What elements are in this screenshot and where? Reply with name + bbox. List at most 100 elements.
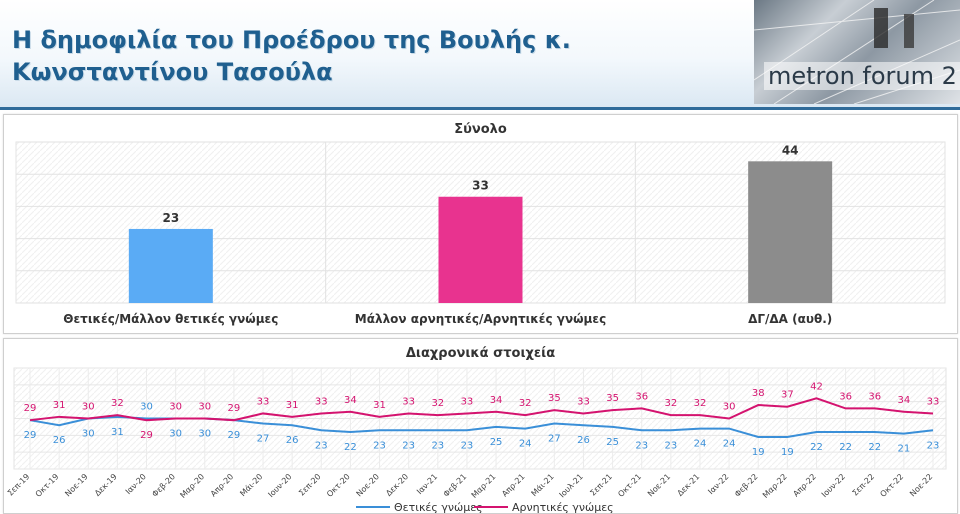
tick-label: Σεπ-19 xyxy=(6,472,32,498)
bar-chart: 23 Θετικές/Μάλλον θετικές γνώμες 33 Μάλλον … xyxy=(15,141,946,326)
line-chart-title: Διαχρονικά στοιχεία xyxy=(405,346,556,361)
data-label: 27 xyxy=(548,434,561,445)
tick-label: Οκτ-21 xyxy=(616,472,643,499)
line-chart: 29 26 30 31 30 30 30 29 27 26 23 22 23 23 23 23 25 24 27 26… xyxy=(6,367,947,513)
tick-label: Μαρ-22 xyxy=(761,472,789,500)
data-label: 30 xyxy=(140,402,153,413)
data-label: 30 xyxy=(198,429,211,440)
tick-label: Μάι-21 xyxy=(530,472,556,498)
brand-name: metron forum 2 xyxy=(764,62,960,90)
data-label: 33 xyxy=(927,396,940,407)
tick-label: Ιαν-22 xyxy=(706,472,730,496)
tick-label: Οκτ-22 xyxy=(878,472,905,499)
data-label: 22 xyxy=(868,442,881,453)
data-label: 36 xyxy=(868,391,881,402)
tick-label: Φεβ-22 xyxy=(733,472,760,499)
data-label: 26 xyxy=(577,435,590,446)
data-label: 35 xyxy=(606,393,619,404)
data-label: 23 xyxy=(373,440,386,451)
category-label: Θετικές/Μάλλον θετικές γνώμες xyxy=(63,312,278,326)
data-label: 30 xyxy=(82,429,95,440)
tick-label: Ιαν-20 xyxy=(124,472,148,496)
tick-label: Οκτ-20 xyxy=(325,472,352,499)
category-label: ΔΓ/ΔΑ (αυθ.) xyxy=(748,312,832,326)
tick-label: Νοε-20 xyxy=(355,472,381,498)
data-label: 32 xyxy=(519,398,532,409)
data-label: 19 xyxy=(752,447,765,458)
data-label: 27 xyxy=(257,434,270,445)
tick-label: Φεβ-20 xyxy=(150,472,177,499)
legend-label: Αρνητικές γνώμες xyxy=(512,501,614,513)
data-label: 31 xyxy=(53,400,66,411)
data-label: 32 xyxy=(111,398,124,409)
tick-label: Οκτ-19 xyxy=(34,472,61,499)
tick-label: Δεκ-21 xyxy=(676,472,702,498)
data-label: 23 xyxy=(461,440,474,451)
data-label: 36 xyxy=(635,391,648,402)
data-label: 26 xyxy=(53,435,66,446)
tick-label: Δεκ-19 xyxy=(93,472,119,498)
data-label: 31 xyxy=(286,400,299,411)
bar-chart-panel: Σύνολο 23 Θετικές/Μάλλον θετικές γνώμες 33… xyxy=(3,114,958,334)
tick-label: Ιουν-20 xyxy=(266,472,293,499)
data-label: 37 xyxy=(781,390,794,401)
data-label: 34 xyxy=(344,395,357,406)
data-label: 29 xyxy=(228,403,241,414)
data-label: 23 xyxy=(927,440,940,451)
data-label: 23 xyxy=(664,440,677,451)
data-label: 36 xyxy=(839,391,852,402)
tick-label: Μάι-20 xyxy=(238,472,264,498)
data-label: 30 xyxy=(198,402,211,413)
data-label: 23 xyxy=(635,440,648,451)
data-label: 31 xyxy=(373,400,386,411)
tick-label: Απρ-20 xyxy=(209,472,235,498)
tick-label: Νοε-19 xyxy=(63,472,89,498)
data-label: 22 xyxy=(810,442,823,453)
legend-label: Θετικές γνώμες xyxy=(394,501,483,513)
tick-label: Σεπ-22 xyxy=(851,472,877,498)
data-label: 38 xyxy=(752,388,765,399)
data-label: 34 xyxy=(898,395,911,406)
brand-logo: metron forum 2 xyxy=(754,0,960,104)
tick-label: Ιουλ-21 xyxy=(558,472,585,499)
data-label: 29 xyxy=(140,430,153,441)
data-label: 33 xyxy=(577,396,590,407)
header: Η δημοφιλία του Προέδρου της Βουλής κ. Κ… xyxy=(0,0,960,110)
data-label: 23 xyxy=(162,211,179,225)
data-label: 44 xyxy=(782,143,799,157)
bar-chart-title: Σύνολο xyxy=(454,122,507,137)
data-label: 34 xyxy=(490,395,503,406)
data-label: 24 xyxy=(723,439,736,450)
data-label: 30 xyxy=(82,402,95,413)
tick-label: Μαρ-21 xyxy=(470,472,498,500)
data-label: 33 xyxy=(402,396,415,407)
data-label: 23 xyxy=(402,440,415,451)
data-label: 32 xyxy=(431,398,444,409)
bar xyxy=(438,196,523,303)
data-label: 24 xyxy=(519,439,532,450)
page-title: Η δημοφιλία του Προέδρου της Βουλής κ. Κ… xyxy=(12,26,571,86)
data-label: 29 xyxy=(24,430,37,441)
data-label: 33 xyxy=(461,396,474,407)
tick-label: Ιαν-21 xyxy=(415,472,439,496)
data-label: 22 xyxy=(839,442,852,453)
data-label: 42 xyxy=(810,381,823,392)
data-label: 29 xyxy=(228,430,241,441)
data-label: 30 xyxy=(723,402,736,413)
data-label: 25 xyxy=(606,437,619,448)
bar xyxy=(748,161,833,303)
data-label: 22 xyxy=(344,442,357,453)
data-label: 32 xyxy=(694,398,707,409)
tick-label: Σεπ-21 xyxy=(588,472,614,498)
data-label: 32 xyxy=(664,398,677,409)
data-label: 30 xyxy=(169,402,182,413)
tick-label: Απρ-21 xyxy=(500,472,526,498)
data-label: 30 xyxy=(169,429,182,440)
data-label: 19 xyxy=(781,447,794,458)
series-line xyxy=(29,397,934,422)
tick-label: Ιουν-22 xyxy=(820,472,847,499)
tick-label: Φεβ-21 xyxy=(442,472,469,499)
tick-label: Νοε-22 xyxy=(908,472,934,498)
tick-label: Μαρ-20 xyxy=(178,472,206,500)
data-label: 23 xyxy=(315,440,328,451)
